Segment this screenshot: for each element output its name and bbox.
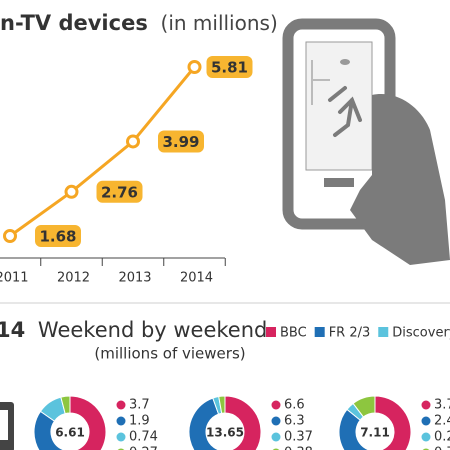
- value-label: 0.27: [434, 430, 450, 445]
- value-label: 2.4: [434, 414, 450, 429]
- phone-icon: [282, 18, 450, 265]
- donut-slice: [224, 395, 262, 450]
- title-number: 14: [0, 318, 25, 342]
- value-label: 3.7: [434, 398, 450, 413]
- donut-total: 6.61: [55, 426, 85, 440]
- legend-swatch: [378, 327, 389, 337]
- value-bullet: [271, 416, 281, 426]
- x-tick-label: 2013: [118, 271, 151, 286]
- value-label-bg: [158, 130, 204, 153]
- donut-slice: [62, 395, 107, 450]
- legend-label: BBC: [280, 326, 307, 341]
- point: [3, 229, 17, 243]
- value-label: 3.99: [162, 133, 199, 151]
- value-bullet: [421, 400, 431, 410]
- donut-slice: [374, 395, 412, 450]
- donut-total: 7.11: [360, 426, 390, 440]
- value-bullet: [116, 416, 126, 426]
- legend-swatch: [266, 327, 276, 337]
- left-icon: [0, 402, 14, 450]
- value-label: 0.74: [129, 430, 158, 445]
- line-series: [9, 66, 196, 238]
- legend-label: FR 2/3: [329, 326, 371, 341]
- value-label: 0.74: [434, 446, 450, 450]
- point: [187, 60, 202, 74]
- donut-title: 14 Weekend by weekend: [0, 318, 267, 342]
- donut-slice: [352, 395, 376, 418]
- x-tick-label: 2012: [57, 271, 90, 286]
- donut-subtitle: (millions of viewers): [94, 345, 245, 363]
- legend-label: Discovery: [392, 326, 450, 341]
- value-label: 2.76: [101, 183, 138, 201]
- value-bullet: [421, 432, 431, 442]
- value-label: 5.81: [211, 59, 248, 77]
- x-tick-label: 2014: [180, 271, 213, 286]
- value-bullet: [116, 400, 126, 410]
- donut-total: 13.65: [206, 426, 244, 440]
- value-bullet: [271, 400, 281, 410]
- value-bullet: [116, 432, 126, 442]
- value-label-bg: [96, 180, 143, 203]
- legend-swatch: [314, 327, 325, 337]
- value-label: 0.37: [284, 430, 313, 445]
- title-text: Weekend by weekend: [38, 318, 267, 342]
- line-title: n-TV devices (in millions): [0, 11, 278, 36]
- value-label: 3.7: [129, 398, 150, 413]
- value-label: 6.3: [284, 414, 305, 429]
- value-label: 1.68: [39, 228, 76, 246]
- x-tick-label: 2011: [0, 271, 29, 286]
- point: [64, 184, 79, 199]
- value-label: 6.6: [284, 398, 305, 413]
- title-main: n-TV devices: [0, 11, 148, 35]
- donut-slice: [60, 395, 71, 415]
- donut-slice: [218, 395, 226, 414]
- title-suffix: (in millions): [161, 11, 278, 35]
- value-label-bg: [206, 56, 253, 78]
- value-bullet: [271, 432, 281, 442]
- donut-slice: [188, 397, 221, 450]
- value-label: 1.9: [129, 414, 150, 429]
- value-label: 0.27: [129, 446, 158, 450]
- point: [126, 134, 140, 149]
- value-bullet: [421, 416, 431, 426]
- value-label: 0.38: [284, 446, 313, 450]
- value-label-bg: [35, 225, 81, 247]
